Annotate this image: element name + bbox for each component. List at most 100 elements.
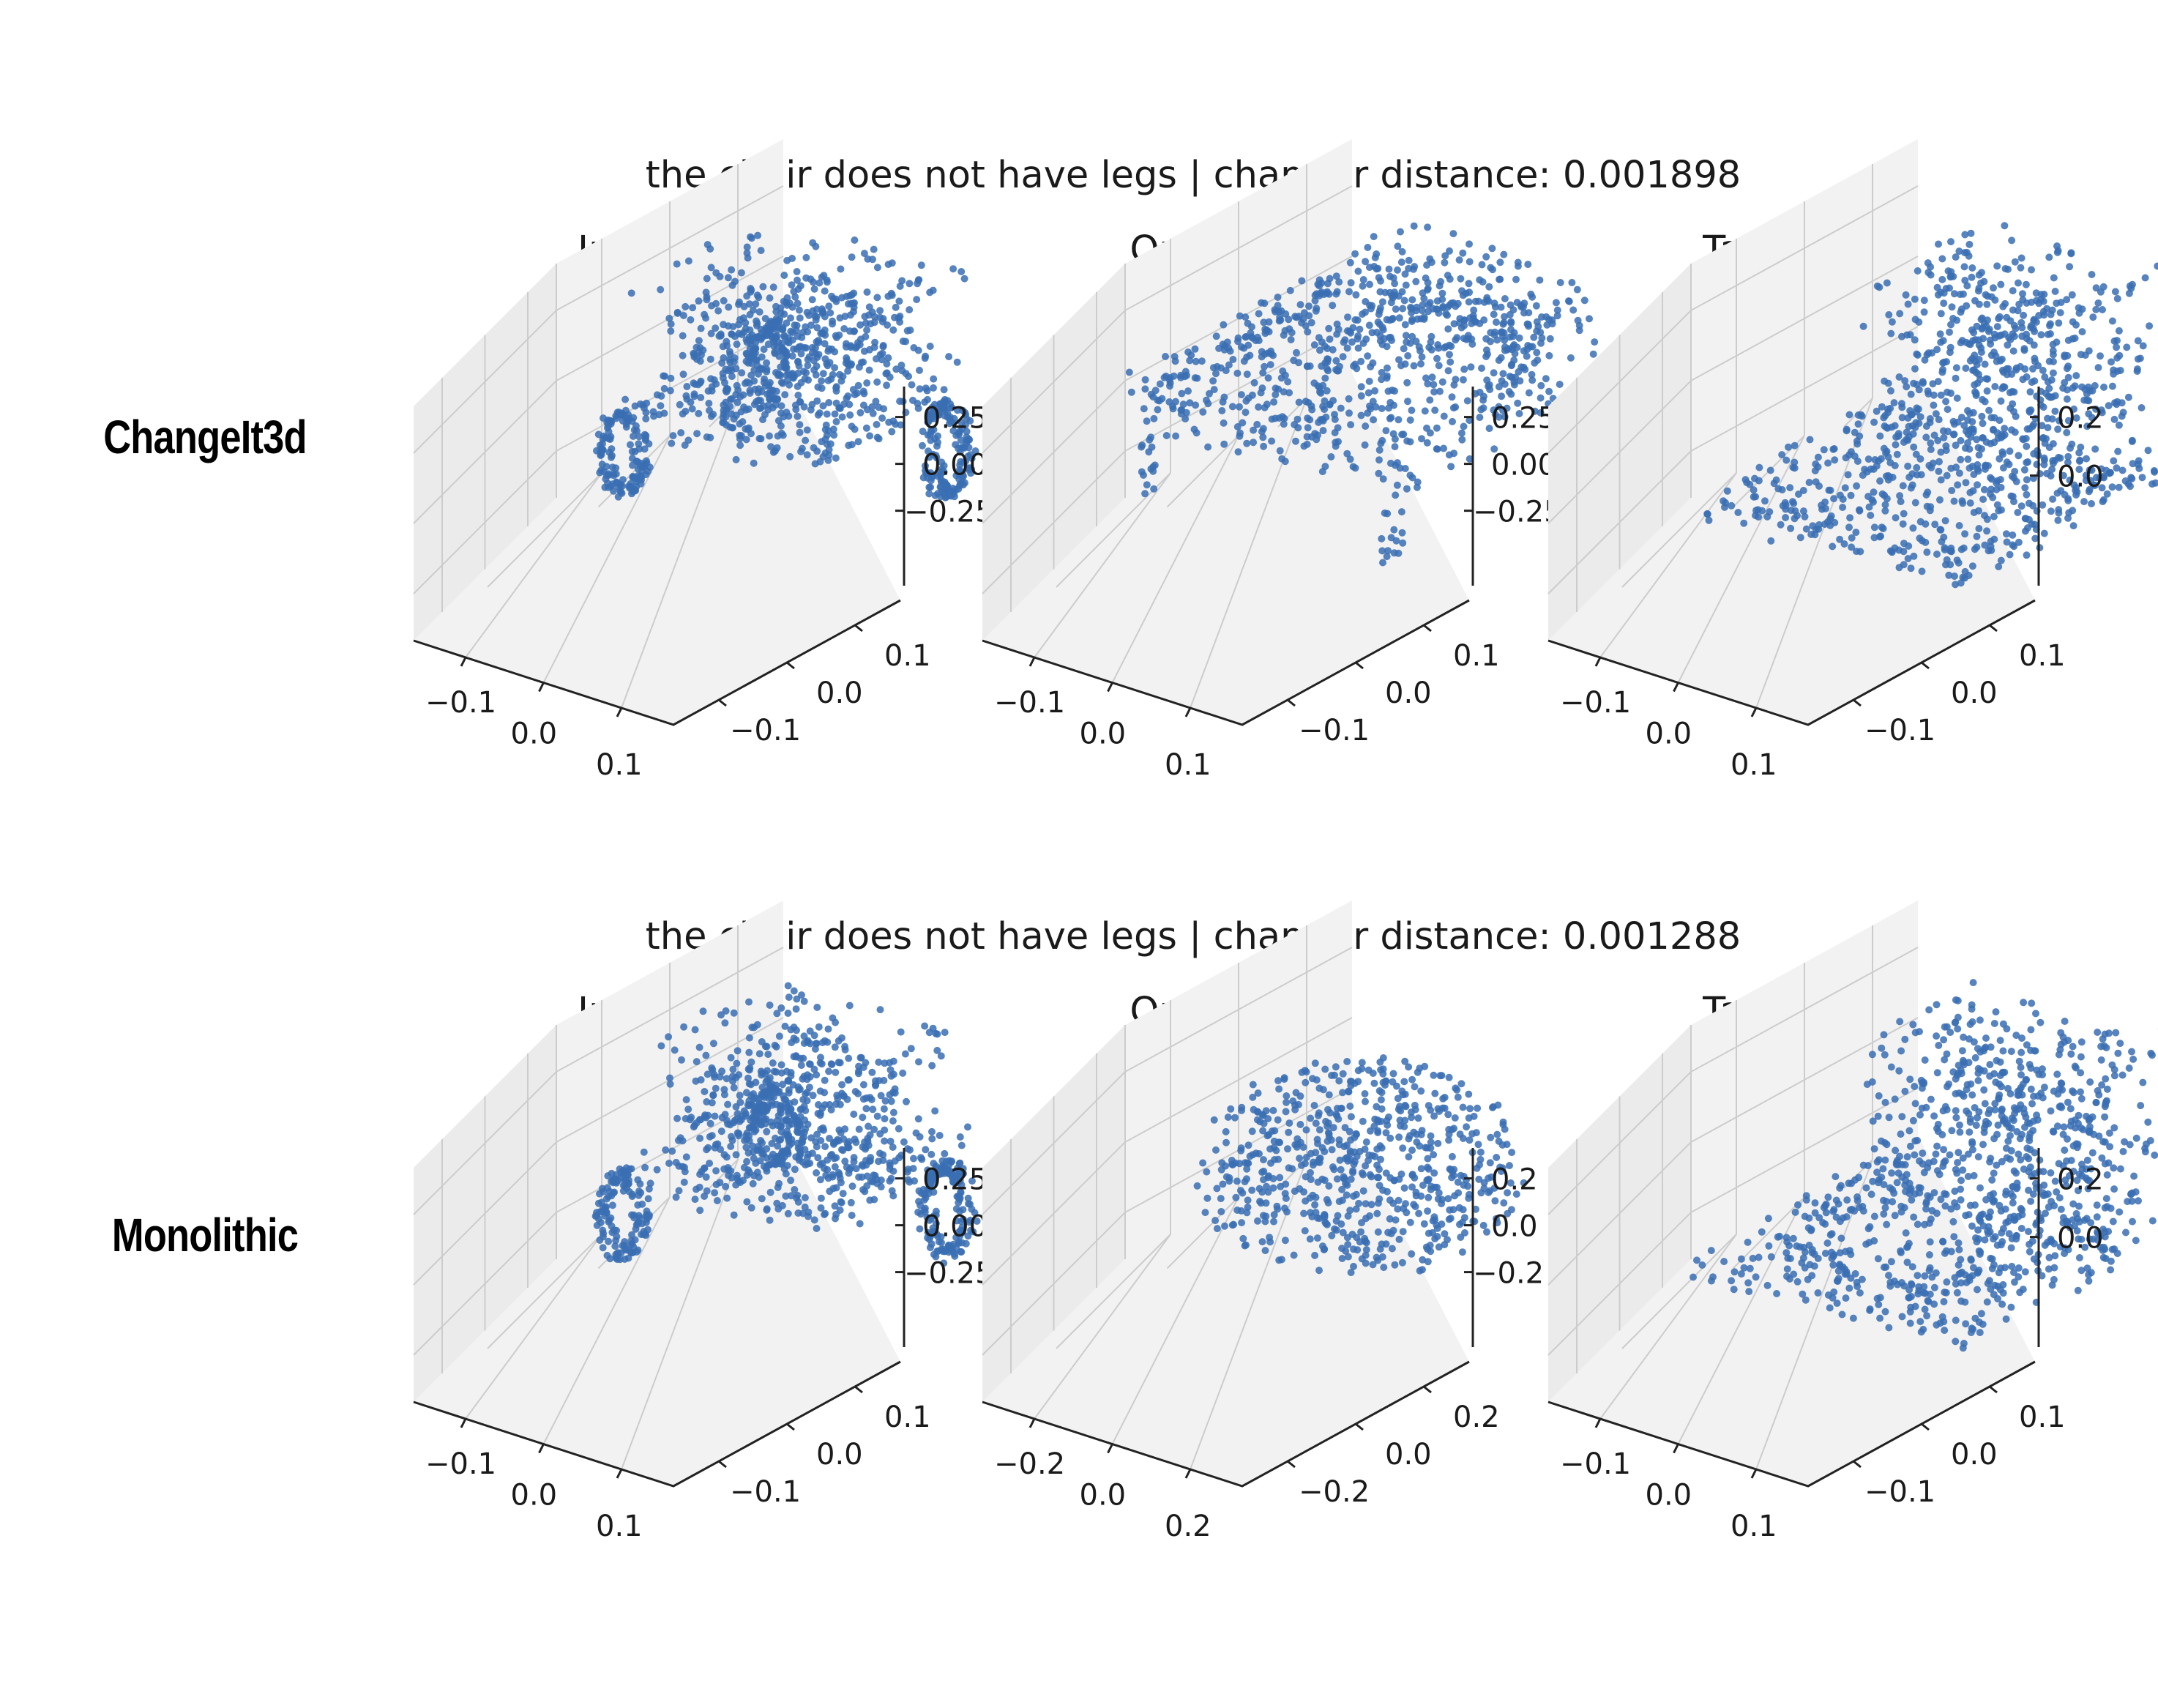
point-marker — [1365, 321, 1373, 329]
point-marker — [897, 361, 906, 369]
point-marker — [727, 1143, 735, 1150]
point-marker — [660, 409, 668, 417]
point-marker — [1315, 1126, 1323, 1134]
point-marker — [1514, 399, 1522, 407]
point-marker — [1952, 581, 1960, 589]
point-marker — [1237, 1207, 1245, 1215]
y-tick — [786, 661, 795, 670]
point-marker — [1339, 1089, 1346, 1097]
point-marker — [1991, 383, 1999, 390]
point-marker — [1703, 510, 1711, 518]
point-marker — [835, 1059, 843, 1067]
point-marker — [906, 1146, 914, 1154]
point-marker — [640, 404, 648, 412]
point-marker — [1282, 1180, 1290, 1188]
point-marker — [922, 384, 930, 392]
point-marker — [1427, 1106, 1435, 1114]
point-marker — [846, 411, 854, 419]
point-marker — [683, 383, 691, 390]
point-marker — [1284, 378, 1292, 386]
point-marker — [1140, 471, 1147, 479]
point-marker — [1315, 282, 1323, 290]
point-marker — [1248, 323, 1255, 331]
point-marker — [913, 296, 921, 304]
point-marker — [1166, 382, 1173, 390]
point-marker — [937, 400, 945, 409]
point-marker — [1285, 389, 1293, 397]
point-marker — [1274, 385, 1283, 393]
point-marker — [868, 308, 876, 316]
point-marker — [1564, 297, 1572, 305]
point-marker — [2108, 483, 2116, 491]
x-tick — [1028, 657, 1036, 667]
point-marker — [1150, 485, 1158, 493]
point-marker — [1916, 413, 1924, 421]
point-marker — [1485, 381, 1493, 389]
point-marker — [605, 1237, 613, 1245]
point-marker — [1909, 524, 1917, 532]
point-marker — [2085, 488, 2093, 496]
grid-line — [1034, 472, 1171, 658]
point-marker — [1321, 374, 1329, 382]
point-marker — [794, 276, 801, 284]
point-marker — [1998, 448, 2006, 456]
point-marker — [1507, 318, 1515, 326]
point-marker — [899, 338, 907, 346]
point-marker — [821, 1076, 829, 1084]
point-marker — [672, 1158, 680, 1166]
point-marker — [1395, 416, 1403, 424]
point-marker — [2023, 425, 2031, 433]
point-marker — [1993, 323, 2001, 331]
point-marker — [889, 1167, 897, 1175]
point-marker — [1937, 310, 1945, 318]
point-marker — [751, 334, 759, 342]
point-marker — [917, 1154, 925, 1162]
point-marker — [1965, 445, 1974, 453]
point-marker — [2154, 262, 2158, 270]
point-marker — [756, 1103, 764, 1111]
point-marker — [2129, 460, 2137, 468]
point-marker — [1274, 1077, 1282, 1085]
point-marker — [886, 1159, 894, 1167]
point-marker — [818, 1104, 826, 1112]
point-marker — [841, 1043, 849, 1051]
point-marker — [763, 1145, 771, 1153]
point-marker — [916, 385, 924, 393]
point-marker — [870, 1125, 878, 1133]
point-marker — [1497, 303, 1505, 311]
point-marker — [914, 1115, 922, 1123]
point-marker — [736, 392, 744, 400]
point-marker — [2119, 409, 2127, 417]
point-marker — [1420, 294, 1428, 302]
point-marker — [2080, 498, 2088, 506]
point-marker — [749, 1142, 756, 1150]
point-marker — [1836, 491, 1844, 499]
point-marker — [1980, 319, 1988, 327]
point-marker — [884, 261, 892, 269]
point-marker — [862, 1105, 870, 1113]
point-marker — [639, 463, 647, 471]
point-marker — [1343, 450, 1351, 458]
point-marker — [1255, 403, 1263, 411]
grid-line — [1056, 472, 1171, 588]
point-marker — [741, 1136, 749, 1144]
point-marker — [928, 1127, 936, 1135]
point-marker — [2123, 343, 2131, 351]
point-marker — [1890, 399, 1898, 407]
point-marker — [607, 1214, 615, 1222]
point-marker — [1217, 1166, 1225, 1174]
point-marker — [752, 300, 760, 308]
point-marker — [712, 1167, 720, 1175]
point-marker — [863, 406, 871, 414]
point-marker — [1388, 1245, 1396, 1253]
point-marker — [1276, 313, 1284, 321]
point-marker — [1883, 495, 1891, 503]
point-marker — [1859, 471, 1867, 480]
point-marker — [1926, 1238, 1934, 1246]
point-marker — [2026, 388, 2034, 396]
point-marker — [736, 1179, 744, 1187]
point-marker — [787, 1026, 795, 1034]
point-marker — [1213, 1185, 1221, 1193]
point-marker — [1995, 507, 2003, 515]
point-marker — [2075, 466, 2083, 474]
